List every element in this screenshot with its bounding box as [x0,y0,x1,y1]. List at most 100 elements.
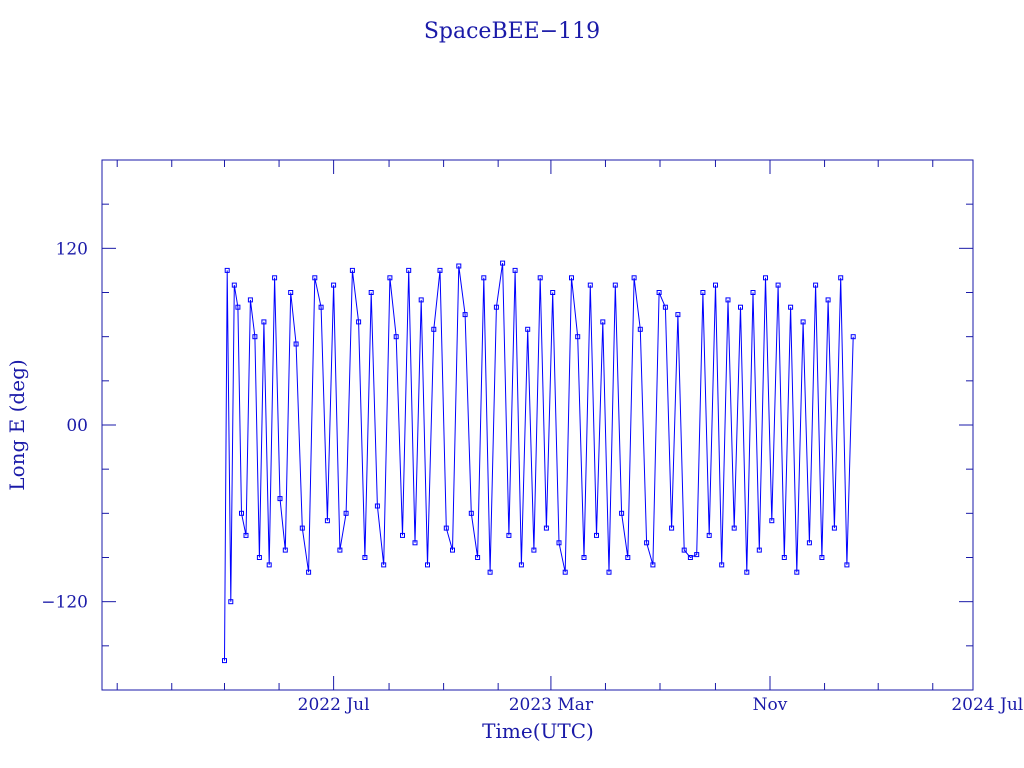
data-point [247,297,253,303]
data-point [462,312,468,318]
data-point [481,275,487,281]
data-point [228,599,234,605]
data-point [719,562,725,568]
data-point [612,282,618,288]
data-point [343,510,349,516]
data-point [443,525,449,531]
data-layer [222,260,856,664]
data-point [318,304,324,310]
data-point [550,290,556,295]
data-point [450,547,455,553]
data-point [644,540,650,546]
data-point [475,555,481,560]
data-point [387,275,393,281]
data-point [400,532,405,538]
data-point [700,290,706,295]
data-point [487,569,493,575]
chart-title: SpaceBEE−119 [424,19,600,44]
data-point [418,297,424,303]
x-tick-label: Nov [753,695,788,715]
data-point [272,275,278,281]
data-point [306,569,312,575]
data-point [625,555,631,560]
data-point [288,290,294,295]
data-point [756,547,762,553]
data-point [587,282,593,288]
data-point [222,658,227,664]
data-point [850,334,856,340]
data-point [744,569,750,575]
data-point [706,532,712,538]
data-point [775,282,781,288]
y-axis-label: Long E (deg) [5,359,29,490]
data-point [231,282,237,288]
data-point [256,555,262,560]
data-point [406,267,412,273]
data-point [681,547,687,553]
data-point [356,319,362,325]
x-tick-label: 2023 Mar [509,695,594,715]
data-point [788,304,794,310]
data-point [456,263,462,269]
data-point [374,503,380,509]
data-point [556,540,562,546]
data-point [493,304,499,310]
data-point [731,525,737,531]
y-tick-label: −120 [41,593,88,613]
data-point [562,569,568,575]
y-tick-label: 120 [56,239,88,259]
data-point [831,525,837,531]
data-point [694,552,700,558]
data-point [600,319,606,325]
data-point [506,532,512,538]
data-point [266,562,272,568]
data-point [619,510,625,516]
data-point [844,562,850,568]
data-point [531,547,537,553]
data-point [656,290,662,295]
data-point [838,275,844,281]
data-point [239,510,244,516]
y-tick-label: 00 [66,416,88,436]
data-point [512,267,518,273]
data-point [282,547,288,553]
data-point [224,267,230,273]
data-point [312,275,318,281]
data-point [543,525,549,531]
data-point [425,562,430,568]
data-point [769,518,775,524]
data-point [261,319,267,325]
data-point [606,569,612,575]
data-point [662,304,668,310]
data-point [368,290,374,295]
data-point [412,540,418,546]
data-point [431,326,437,332]
data-point [349,267,355,273]
x-tick-label: 2024 Jul [951,695,1023,715]
data-point [235,304,241,310]
data-point [725,297,731,303]
data-point [277,496,283,502]
data-point [581,555,587,560]
data-point [569,275,574,281]
data-point [537,275,543,281]
data-point [518,562,524,568]
data-point [337,547,343,553]
data-point [637,326,643,332]
x-tick-label: 2022 Jul [298,695,370,715]
data-point [362,555,368,560]
data-point [500,260,506,266]
data-point [594,532,599,538]
data-point [825,297,831,303]
data-point [675,312,681,318]
series-line [224,263,854,661]
x-axis-label: Time(UTC) [482,719,594,743]
data-point [525,326,531,332]
data-point [299,525,305,531]
data-point [800,319,806,325]
data-point [750,290,756,295]
data-point [631,275,637,281]
data-point [819,555,825,560]
data-point [813,282,819,288]
